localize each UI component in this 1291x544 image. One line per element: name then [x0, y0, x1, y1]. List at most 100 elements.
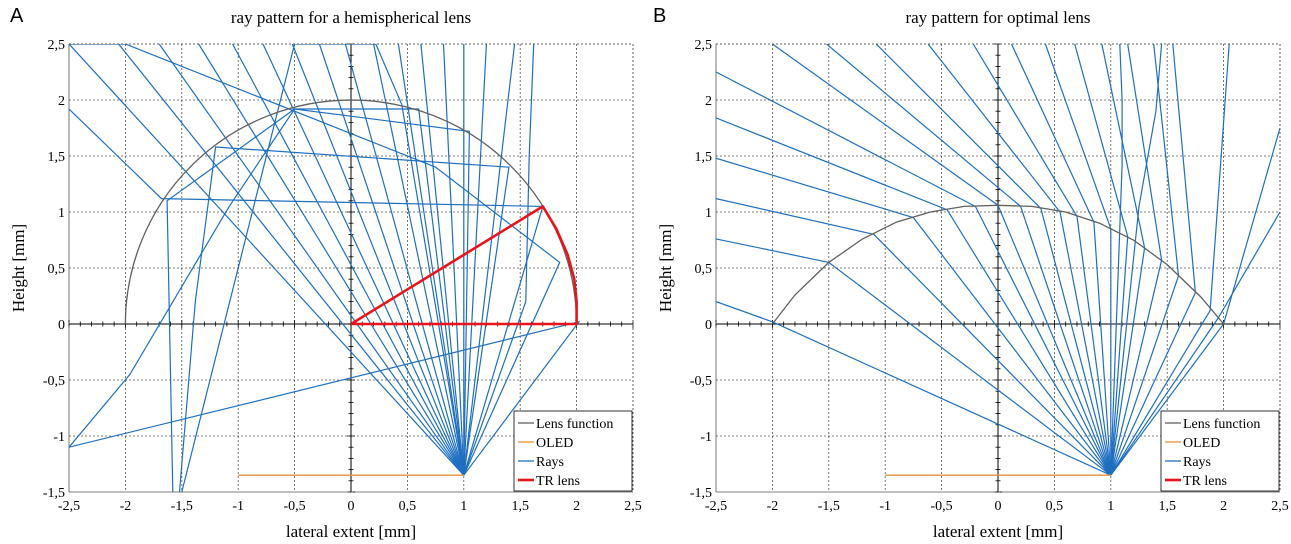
- ray-22: [1110, 44, 1123, 476]
- y-axis-label: Height [mm]: [656, 224, 675, 312]
- x-tick-label: 1,5: [1158, 499, 1176, 514]
- ray-1: [69, 44, 561, 476]
- plot-frame-a: [68, 43, 634, 493]
- x-tick-label: -1: [879, 499, 891, 514]
- legend-item-rays: Rays: [1183, 455, 1211, 470]
- y-tick-label: 1,5: [695, 150, 713, 165]
- x-tick-label: -1,5: [171, 499, 193, 514]
- ray-23: [463, 44, 535, 476]
- ray-7: [69, 44, 465, 476]
- x-tick-label: 1: [1107, 499, 1114, 514]
- tr-lens-outline: [350, 205, 578, 326]
- y-tick-label: -1,5: [43, 486, 65, 501]
- legend-item-oled: OLED: [1183, 436, 1220, 451]
- ray-4: [69, 108, 471, 476]
- ray-3: [716, 157, 1112, 476]
- y-tick-label: -1: [53, 430, 65, 445]
- panel-letter-a: A: [10, 5, 24, 27]
- y-tick-label: 1: [705, 206, 712, 221]
- ray-5: [166, 108, 465, 492]
- x-tick-label: 0,5: [399, 499, 417, 514]
- panel-a: A ray pattern for a hemispherical lens -…: [9, 5, 642, 541]
- x-tick-label: 0: [348, 499, 355, 514]
- plot-area-a: [69, 44, 581, 492]
- y-tick-label: 1: [58, 206, 65, 221]
- ray-18: [1110, 44, 1230, 476]
- ray-8: [875, 44, 1112, 476]
- ray-21: [1110, 44, 1163, 476]
- ray-11: [1010, 44, 1112, 476]
- ray-13: [291, 44, 465, 476]
- ray-21: [463, 44, 487, 476]
- legend-item-tr-lens: TR lens: [536, 474, 580, 489]
- y-tick-label: -0,5: [690, 374, 712, 389]
- ray-10: [198, 44, 465, 476]
- ray-17: [1110, 44, 1197, 476]
- x-axis-label: lateral extent [mm]: [286, 522, 416, 541]
- x-tick-label: -0,5: [931, 499, 953, 514]
- panel-letter-b: B: [653, 5, 666, 27]
- x-tick-label: -1: [232, 499, 244, 514]
- y-tick-label: -0,5: [43, 374, 65, 389]
- x-tick-label: -0,5: [284, 499, 306, 514]
- y-tick-label: 2,5: [695, 38, 713, 53]
- x-tick-label: 0: [995, 499, 1002, 514]
- ray-4: [716, 117, 1112, 476]
- ray-14: [318, 44, 465, 476]
- ray-0: [69, 320, 581, 476]
- x-tick-label: 2: [573, 499, 580, 514]
- legend-item-lens-function: Lens function: [1183, 417, 1260, 432]
- legend-a: Lens function OLED Rays TR lens: [513, 410, 633, 492]
- y-tick-label: 2: [58, 94, 65, 109]
- y-tick-label: -1,5: [690, 486, 712, 501]
- legend-b: Lens function OLED Rays TR lens: [1160, 410, 1280, 492]
- y-tick-label: 2,5: [48, 38, 66, 53]
- legend-item-oled: OLED: [536, 436, 573, 451]
- legend-box: [1160, 410, 1280, 492]
- y-tick-label: 2: [705, 94, 712, 109]
- ray-15: [344, 44, 465, 476]
- ray-17: [397, 44, 465, 476]
- ray-2: [69, 108, 544, 476]
- y-tick-label: 0: [58, 318, 65, 333]
- x-tick-label: 0,5: [1046, 499, 1064, 514]
- y-tick-label: 0,5: [695, 262, 713, 277]
- x-tick-label: 2: [1220, 499, 1227, 514]
- ray-20: [1110, 211, 1280, 476]
- ray-6: [181, 44, 465, 492]
- x-tick-label: 1,5: [511, 499, 529, 514]
- lens-function-curve: [771, 204, 1225, 325]
- x-tick-label: 1: [460, 499, 467, 514]
- legend-item-lens-function: Lens function: [536, 417, 613, 432]
- ray-10: [972, 44, 1112, 476]
- panel-a-title: ray pattern for a hemispherical lens: [231, 8, 471, 27]
- x-tick-label: -2,5: [58, 499, 80, 514]
- ray-16: [373, 44, 465, 476]
- y-tick-label: 1,5: [48, 150, 66, 165]
- x-tick-label: 2,5: [1271, 499, 1289, 514]
- ray-9: [158, 44, 465, 476]
- x-tick-label: -2: [767, 499, 779, 514]
- panel-b-title: ray pattern for optimal lens: [905, 8, 1090, 27]
- ray-9: [927, 44, 1112, 476]
- ray-18: [420, 44, 465, 476]
- y-axis-label: Height [mm]: [9, 224, 28, 312]
- plot-frame-b: [715, 43, 1281, 493]
- x-tick-label: -1,5: [818, 499, 840, 514]
- x-axis-label: lateral extent [mm]: [933, 522, 1063, 541]
- x-tick-label: -2,5: [705, 499, 727, 514]
- ray-22: [463, 44, 516, 476]
- x-tick-label: 2,5: [624, 499, 642, 514]
- panel-b: B ray pattern for optimal lens -2,5 -2 -1,…: [653, 5, 1289, 541]
- plot-area-b: [716, 44, 1280, 476]
- y-tick-label: 0,5: [48, 262, 66, 277]
- ray-11: [232, 44, 465, 476]
- legend-item-tr-lens: TR lens: [1183, 474, 1227, 489]
- ray-8: [118, 44, 465, 476]
- legend-item-rays: Rays: [536, 455, 564, 470]
- legend-box: [513, 410, 633, 492]
- ray-2: [716, 198, 1112, 476]
- y-tick-label: 0: [705, 318, 712, 333]
- ray-3: [178, 146, 510, 492]
